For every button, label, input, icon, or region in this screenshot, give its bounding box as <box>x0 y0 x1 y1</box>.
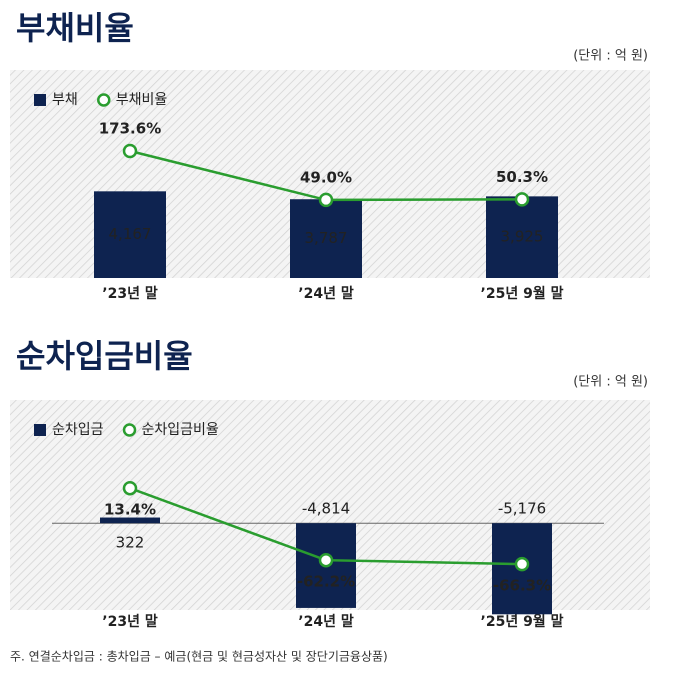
bar <box>486 196 558 278</box>
bar-value-label: 4,167 <box>109 225 152 243</box>
x-tick-label: ’24년 말 <box>298 286 354 302</box>
legend-label: 부채 <box>52 92 78 108</box>
line-marker <box>122 480 138 496</box>
line-value-label: 13.4% <box>104 501 156 519</box>
line-value-label: 49.0% <box>300 168 352 186</box>
line-value-label: -66.3% <box>493 577 551 595</box>
legend-label: 부채비율 <box>116 92 168 108</box>
x-tick-label: ’23년 말 <box>102 286 158 302</box>
legend-swatch <box>122 423 137 437</box>
line-marker <box>122 143 138 159</box>
chart-title: 부채비율 <box>16 9 134 47</box>
legend-label: 순차입금 <box>52 422 104 438</box>
x-tick-label: ’23년 말 <box>102 614 158 630</box>
bar <box>94 191 166 278</box>
bar-value-label: -5,176 <box>498 500 546 518</box>
bar <box>100 517 160 524</box>
x-tick-label: ’24년 말 <box>298 614 354 630</box>
unit-label: (단위 : 억 원) <box>573 375 648 390</box>
legend-swatch <box>34 424 46 436</box>
line-marker <box>318 192 334 208</box>
line-marker <box>514 192 530 207</box>
line-value-label: 50.3% <box>496 168 548 186</box>
legend-swatch <box>34 94 46 106</box>
bar-value-label: 3,787 <box>305 229 348 247</box>
bar-value-label: -4,814 <box>302 500 350 518</box>
footnote: 주. 연결순차입금 : 총차입금 – 예금(현금 및 현금성자산 및 장단기금융… <box>10 650 388 664</box>
line-marker <box>318 552 334 568</box>
legend-label: 순차입금비율 <box>142 422 219 438</box>
x-tick-label: ’25년 9월 말 <box>481 285 564 302</box>
bar <box>290 199 362 278</box>
line-value-label: 173.6% <box>99 120 161 138</box>
line-marker <box>514 556 530 572</box>
line-value-label: -62.2% <box>297 573 355 591</box>
bar-value-label: 322 <box>116 534 145 552</box>
chart-title: 순차입금비율 <box>16 337 193 375</box>
x-tick-label: ’25년 9월 말 <box>481 613 564 630</box>
unit-label: (단위 : 억 원) <box>573 49 648 64</box>
legend-swatch <box>97 93 111 107</box>
bar-value-label: 3,925 <box>501 228 544 246</box>
